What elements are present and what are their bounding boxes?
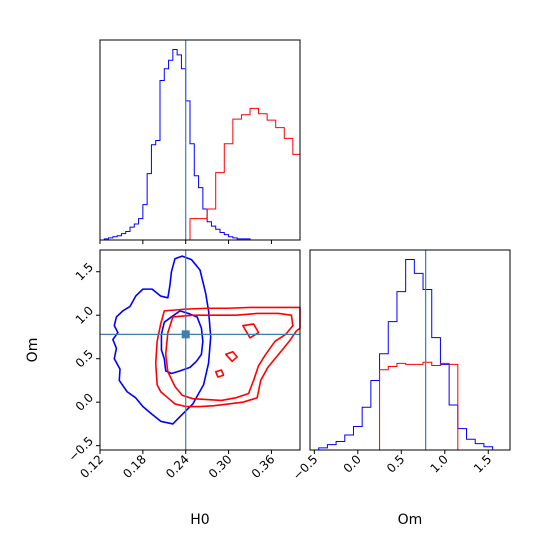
om-axis-tick-label: 0.0 bbox=[73, 390, 96, 413]
contour-truth-lines bbox=[100, 250, 300, 450]
om-marginal-tick-label: −0.5 bbox=[290, 452, 321, 483]
truth-point-marker bbox=[181, 330, 190, 339]
h0-axis-ticks: 0.12 0.18 0.24 0.30 0.36 bbox=[77, 450, 278, 481]
om-axis-tick-label: 1.0 bbox=[73, 303, 96, 326]
panel-om-vs-h0: 0.12 0.18 0.24 0.30 0.36 −0.50.00.51.01.5 bbox=[66, 249, 301, 481]
contour-series-1-level-1 bbox=[112, 255, 212, 425]
h0-marginal-ticks bbox=[99, 240, 272, 244]
om-axis-tick-label: 1.5 bbox=[73, 260, 96, 283]
h0-histograms bbox=[100, 49, 301, 241]
h0-axis-tick-label: 0.30 bbox=[206, 452, 235, 481]
contour-lines bbox=[112, 255, 301, 425]
om-marginal-tick-label: 0.5 bbox=[384, 452, 407, 475]
contour-series-2-level-2 bbox=[164, 312, 294, 402]
om-histogram-series-1 bbox=[310, 259, 510, 451]
h0-histogram-series-2 bbox=[100, 107, 301, 241]
om-histogram-series-2 bbox=[310, 361, 510, 451]
h0-histogram-series-1 bbox=[100, 49, 300, 241]
x-axis-label-om: Om bbox=[398, 512, 423, 528]
contour-series-1-level-2 bbox=[160, 310, 204, 375]
contour-series-2-level-3 bbox=[224, 350, 238, 363]
h0-axis-tick-label: 0.24 bbox=[163, 452, 192, 481]
om-marginal-tick-label: 1.0 bbox=[428, 452, 451, 475]
om-marginal-ticks: −0.5 0.0 0.5 1.0 1.5 bbox=[290, 450, 494, 483]
panel-h0-marginal bbox=[99, 39, 301, 244]
om-axis-ticks: −0.50.00.51.01.5 bbox=[66, 260, 100, 464]
y-axis-label-om: Om bbox=[25, 338, 41, 363]
h0-axis-tick-label: 0.36 bbox=[249, 452, 278, 481]
contour-series-2-level-4 bbox=[242, 323, 260, 339]
h0-marginal-frame bbox=[99, 39, 301, 241]
panel-om-marginal: −0.5 0.0 0.5 1.0 1.5 bbox=[290, 249, 511, 483]
contour-series-2-level-5 bbox=[214, 369, 225, 378]
om-marginal-frame bbox=[309, 249, 511, 451]
om-marginal-tick-label: 1.5 bbox=[471, 452, 494, 475]
om-histograms bbox=[310, 259, 510, 451]
contour-frame bbox=[99, 249, 301, 451]
om-axis-tick-label: 0.5 bbox=[73, 347, 96, 370]
x-axis-label-h0: H0 bbox=[190, 512, 209, 528]
om-marginal-tick-label: 0.0 bbox=[341, 452, 364, 475]
h0-axis-tick-label: 0.18 bbox=[120, 452, 149, 481]
contour-series-2-level-1 bbox=[154, 306, 301, 408]
